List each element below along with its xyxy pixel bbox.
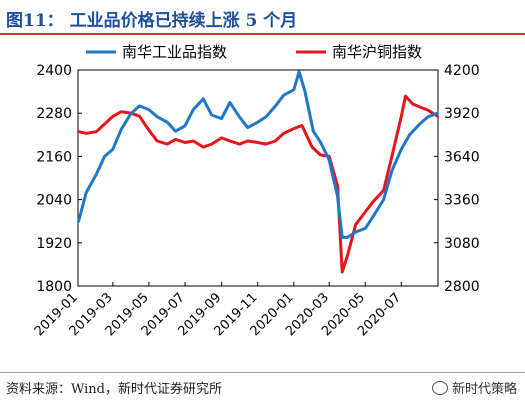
- legend-item-industrial-label: 南华工业品指数: [122, 43, 227, 61]
- title-rule: [0, 33, 525, 35]
- y-left-tick-label: 2160: [36, 149, 72, 165]
- plot-frame: [77, 69, 439, 287]
- wechat-icon: [431, 381, 448, 395]
- y-right-tick-label: 3360: [444, 193, 480, 209]
- y-left-tick-label: 2040: [36, 193, 72, 209]
- legend-item-copper-label: 南华沪铜指数: [332, 43, 422, 61]
- y-right-tick-label: 3920: [444, 106, 480, 122]
- series-line-nanhua-industrial: [77, 70, 439, 239]
- y-right-tick-label: 3080: [444, 236, 480, 252]
- source-rule: [0, 372, 525, 373]
- figure-title: 图11： 工业品价格已持续上涨 5 个月: [6, 11, 298, 31]
- figure-title-bar: 图11： 工业品价格已持续上涨 5 个月: [0, 0, 525, 35]
- y-left-tick-label: 1920: [36, 236, 72, 252]
- y-right-tick-label: 4200: [444, 63, 480, 79]
- series-line-nanhua-copper: [77, 94, 439, 274]
- y-right-tick-label: 3640: [444, 149, 480, 165]
- line-chart: 2400 2280 2160 2040 1920 1800 4200 3920 3640 3360…: [32, 43, 480, 339]
- y-right-tick-label: 2800: [444, 279, 480, 295]
- y-left-tick-label: 1800: [36, 279, 72, 295]
- source-note: 资料来源：Wind，新时代证券研究所: [6, 382, 222, 397]
- watermark: 新时代策略: [431, 378, 517, 397]
- watermark-label: 新时代策略: [451, 382, 517, 397]
- y-left-tick-label: 2400: [36, 63, 72, 79]
- y-left-tick-label: 2280: [36, 106, 72, 122]
